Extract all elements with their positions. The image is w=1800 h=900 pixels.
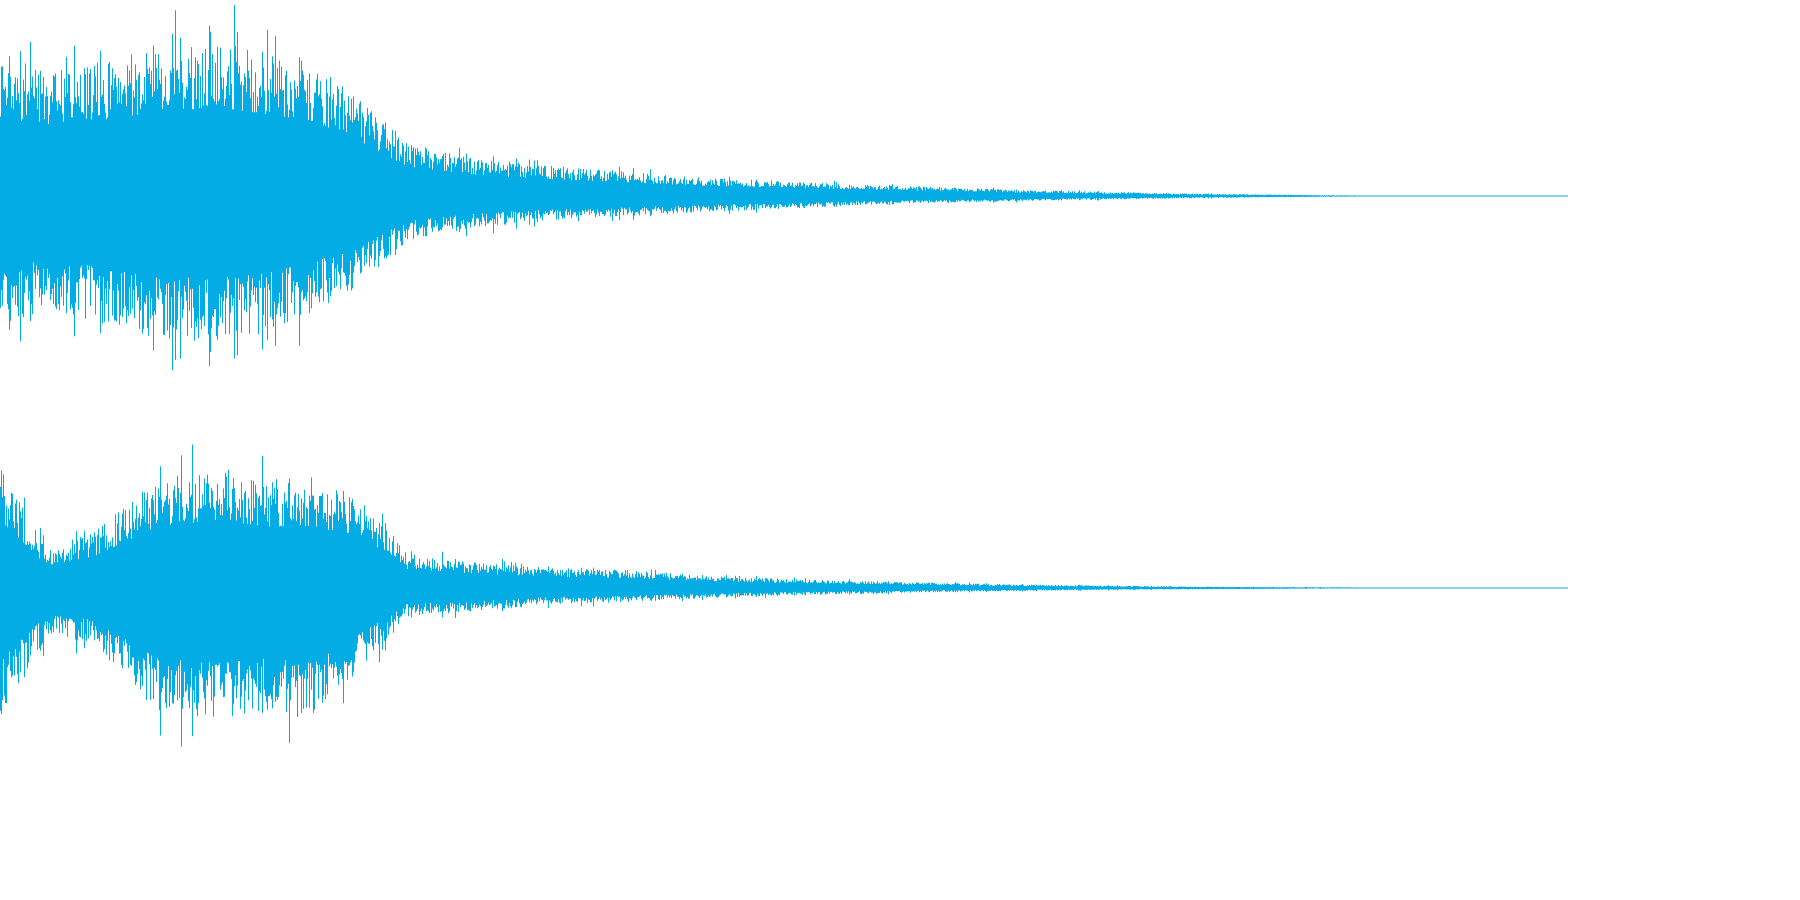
channel-layer	[0, 5, 1568, 747]
channel-2-samples	[0, 444, 1543, 747]
channel-1-samples	[0, 5, 1543, 371]
waveform-channel-2	[0, 444, 1568, 747]
waveform-channel-1	[0, 5, 1568, 371]
